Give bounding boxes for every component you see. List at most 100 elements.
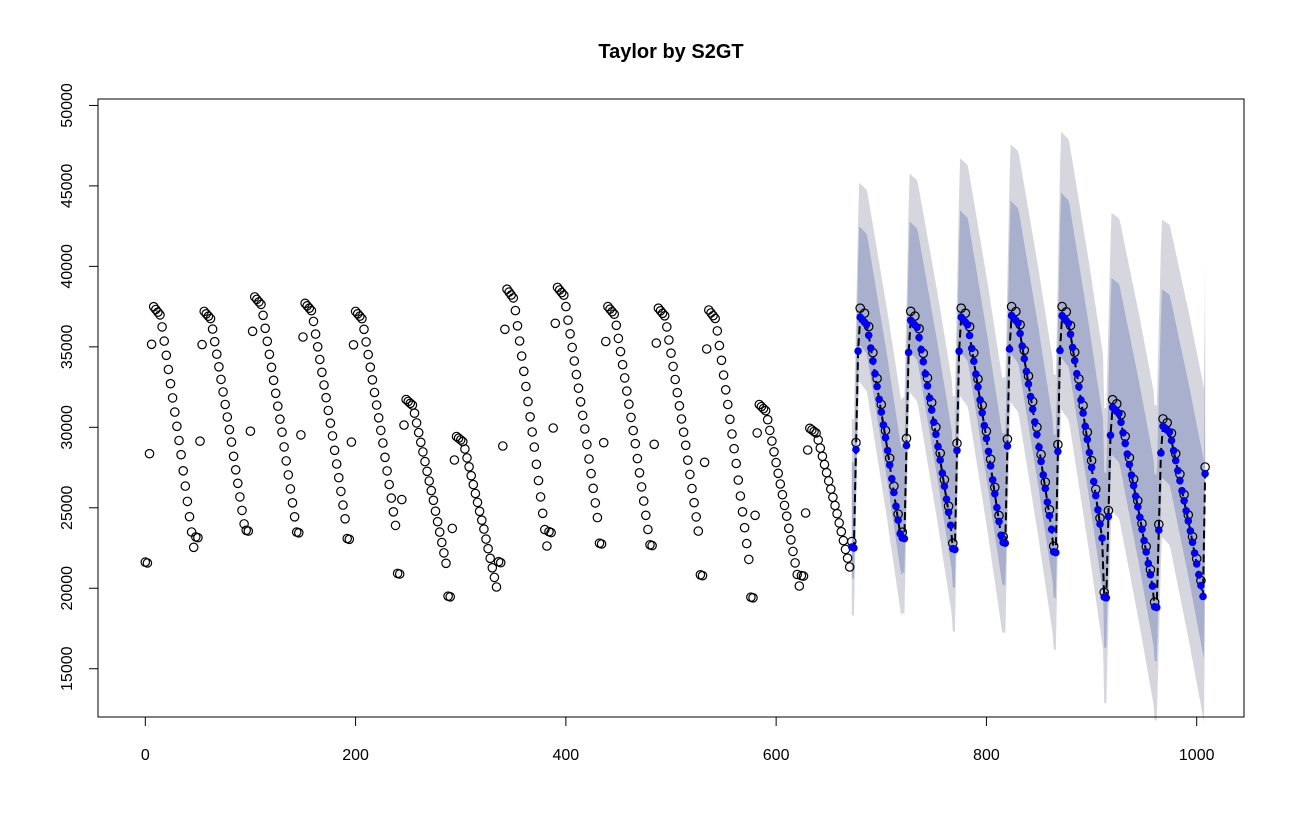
forecast-series [848, 311, 1209, 612]
observed-point [832, 508, 842, 519]
observed-point [172, 421, 182, 432]
observed-point [529, 442, 540, 452]
forecast-point [1195, 570, 1203, 579]
observed-point [678, 427, 689, 437]
observed-point [161, 350, 172, 361]
forecast-point [1201, 469, 1209, 478]
observed-point [338, 500, 348, 510]
observed-point [418, 447, 428, 457]
observed-point [506, 290, 516, 300]
forecast-point [904, 348, 913, 357]
observed-point [396, 494, 407, 505]
observed-point [651, 338, 662, 348]
observed-point [237, 505, 247, 516]
observed-point [739, 522, 750, 533]
observed-point [298, 332, 308, 342]
observed-point [689, 497, 699, 508]
observed-point [607, 306, 617, 317]
forecast-point [991, 489, 999, 498]
x-tick-label: 200 [342, 747, 369, 764]
observed-point [233, 478, 243, 489]
forecast-point [1188, 538, 1197, 547]
observed-point [586, 468, 596, 479]
y-tick-label: 40000 [59, 244, 76, 289]
forecast-point [982, 434, 991, 443]
observed-point [430, 506, 441, 516]
forecast-point [1123, 450, 1132, 458]
observed-point [212, 349, 222, 359]
observed-point [167, 393, 178, 403]
observed-point [245, 426, 256, 436]
observed-point [247, 326, 258, 337]
observed-point [779, 500, 790, 511]
observed-point [481, 534, 491, 544]
observed-point [428, 495, 439, 506]
observed-point [312, 341, 323, 352]
observed-point [741, 538, 752, 549]
observed-point [718, 370, 729, 380]
observed-point [565, 328, 575, 339]
observed-point [285, 484, 296, 494]
observed-point [415, 437, 426, 448]
forecast-point [1087, 463, 1096, 472]
observed-point [685, 469, 695, 480]
observed-point [317, 367, 327, 378]
observed-point [708, 310, 718, 321]
forecast-point [1016, 329, 1024, 338]
observed-point [260, 323, 270, 334]
observed-point [668, 361, 678, 372]
forecast-point [1169, 446, 1178, 455]
observed-point [666, 348, 676, 358]
forecast-point [1180, 497, 1188, 505]
forecast-point [1171, 456, 1180, 465]
observed-point [691, 512, 701, 522]
forecast-point [963, 320, 972, 329]
observed-point [333, 472, 344, 483]
observed-point [674, 400, 685, 411]
forecast-point [936, 456, 944, 464]
observed-point [527, 427, 537, 437]
observed-point [344, 534, 355, 545]
x-tick-label: 800 [973, 747, 1000, 764]
forecast-point [1070, 356, 1079, 365]
observed-point [281, 456, 291, 466]
observed-point [531, 459, 542, 470]
observed-point [725, 414, 735, 425]
forecast-point [1144, 559, 1153, 568]
observed-point [537, 508, 548, 519]
forecast-point [1142, 548, 1150, 556]
observed-point [775, 479, 786, 489]
forecast-point [1140, 536, 1148, 545]
forecast-point [1152, 603, 1161, 612]
observed-point [489, 572, 500, 583]
observed-point [323, 405, 334, 416]
observed-point [617, 359, 628, 370]
observed-point [786, 534, 796, 545]
forecast-point [864, 331, 873, 340]
observed-point [369, 387, 380, 398]
observed-point [798, 571, 809, 581]
observed-point [619, 373, 630, 383]
observed-point [670, 374, 680, 385]
observed-point [762, 414, 773, 425]
observed-point [710, 313, 720, 324]
observed-point [491, 582, 502, 592]
observed-point [441, 558, 451, 569]
observed-point [142, 558, 153, 568]
observed-point [716, 355, 727, 366]
forecast-point [1081, 422, 1089, 431]
observed-point [409, 408, 420, 418]
forecast-point [1115, 409, 1123, 418]
observed-point [394, 569, 405, 579]
forecast-point [988, 476, 997, 484]
forecast-point [1178, 486, 1186, 495]
forecast-point [946, 521, 955, 530]
y-tick-label: 35000 [59, 325, 76, 370]
observed-point [336, 486, 346, 497]
forecast-point [921, 370, 930, 378]
observed-point [546, 527, 556, 538]
observed-point [222, 412, 233, 422]
observed-point [436, 537, 447, 548]
forecast-point [1079, 409, 1087, 417]
forecast-point [1199, 592, 1207, 601]
